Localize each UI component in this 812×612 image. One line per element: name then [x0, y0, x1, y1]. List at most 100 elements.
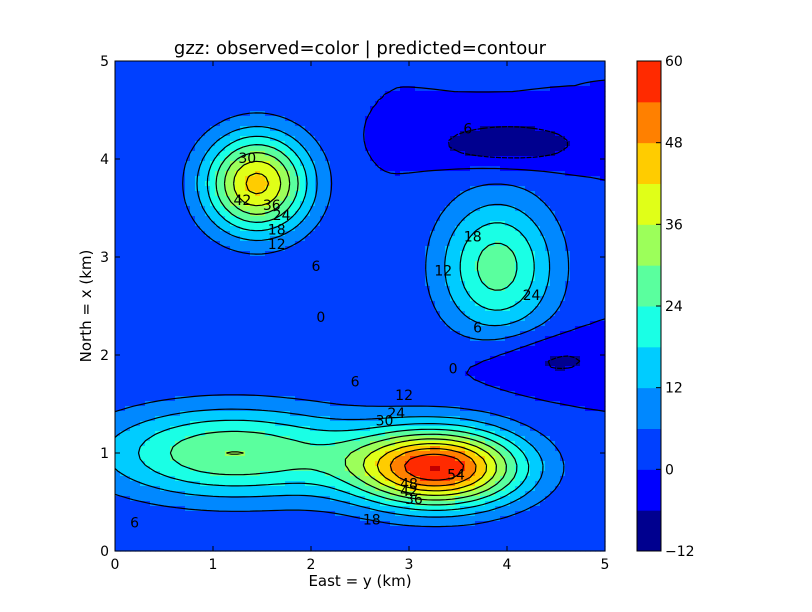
heat-cell [350, 466, 356, 472]
heat-cell [165, 176, 171, 182]
heat-cell [250, 116, 256, 122]
heat-cell [285, 166, 291, 172]
heat-cell [130, 281, 136, 287]
heat-cell [210, 111, 216, 117]
heat-cell [170, 91, 176, 97]
heat-cell [125, 451, 131, 457]
heat-cell [300, 71, 306, 77]
heat-cell [290, 451, 296, 457]
heat-cell [140, 86, 146, 92]
heat-cell [235, 441, 241, 447]
heat-cell [280, 256, 286, 262]
heat-cell [290, 416, 296, 422]
heat-cell [135, 366, 141, 372]
heat-cell [155, 131, 161, 137]
heat-cell [165, 511, 171, 517]
heat-cell [115, 186, 121, 192]
heat-cell [150, 471, 156, 477]
heat-cell [350, 81, 356, 87]
heat-cell [135, 316, 141, 322]
heat-cell [300, 246, 306, 252]
heat-cell [155, 461, 161, 467]
heat-cell [175, 421, 181, 427]
heat-cell [365, 206, 371, 212]
heat-cell [230, 281, 236, 287]
heat-cell [130, 411, 136, 417]
heat-cell [230, 276, 236, 282]
heat-cell [130, 521, 136, 527]
heat-cell [340, 186, 346, 192]
heat-cell [205, 66, 211, 72]
heat-cell [205, 356, 211, 362]
heat-cell [325, 391, 331, 397]
heat-cell [215, 261, 221, 267]
heat-cell [245, 546, 251, 552]
heat-cell [330, 546, 336, 552]
heat-cell [255, 181, 261, 187]
heat-cell [245, 511, 251, 517]
heat-cell [335, 481, 341, 487]
heat-cell [125, 206, 131, 212]
heat-cell [205, 116, 211, 122]
heat-cell [230, 486, 236, 492]
heat-cell [205, 436, 211, 442]
heat-cell [310, 501, 316, 507]
heat-cell [255, 246, 261, 252]
heat-cell [180, 211, 186, 217]
heat-cell [255, 201, 261, 207]
heat-cell [210, 526, 216, 532]
heat-cell [300, 206, 306, 212]
heat-cell [220, 121, 226, 127]
heat-cell [295, 61, 301, 67]
heat-cell [190, 76, 196, 82]
heat-cell [230, 501, 236, 507]
heat-cell [365, 396, 371, 402]
heat-cell [330, 491, 336, 497]
heat-cell [220, 486, 226, 492]
heat-cell [145, 386, 151, 392]
heat-cell [175, 416, 181, 422]
heat-cell [130, 251, 136, 257]
heat-cell [135, 381, 141, 387]
heat-cell [180, 476, 186, 482]
heat-cell [155, 426, 161, 432]
heat-cell [115, 346, 121, 352]
heat-cell [340, 531, 346, 537]
heat-cell [180, 481, 186, 487]
heat-cell [185, 61, 191, 67]
heat-cell [205, 376, 211, 382]
heat-cell [180, 371, 186, 377]
heat-cell [160, 496, 166, 502]
heat-cell [310, 236, 316, 242]
heat-cell [335, 446, 341, 452]
heat-cell [240, 196, 246, 202]
heat-cell [180, 396, 186, 402]
heat-cell [330, 96, 336, 102]
heat-cell [290, 221, 296, 227]
heat-cell [160, 486, 166, 492]
heat-cell [115, 436, 121, 442]
heat-cell [325, 121, 331, 127]
heat-cell [190, 101, 196, 107]
heat-cell [120, 316, 126, 322]
heat-cell [365, 231, 371, 237]
heat-cell [255, 291, 261, 297]
heat-cell [325, 156, 331, 162]
heat-cell [225, 241, 231, 247]
heat-cell [195, 151, 201, 157]
heat-cell [240, 471, 246, 477]
heat-cell [280, 296, 286, 302]
heat-cell [215, 206, 221, 212]
heat-cell [220, 276, 226, 282]
heat-cell [335, 296, 341, 302]
heat-cell [180, 96, 186, 102]
heat-cell [350, 461, 356, 467]
heat-cell [240, 391, 246, 397]
heat-cell [345, 121, 351, 127]
heat-cell [330, 166, 336, 172]
heat-cell [120, 126, 126, 132]
heat-cell [225, 76, 231, 82]
heat-cell [325, 311, 331, 317]
heat-cell [350, 251, 356, 257]
heat-cell [225, 201, 231, 207]
